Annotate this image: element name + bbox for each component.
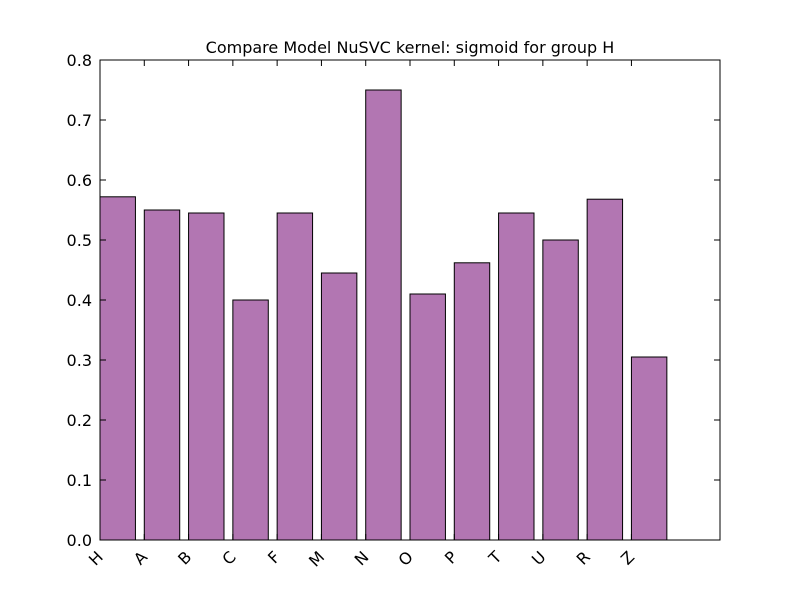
x-tick-label-F: F [264, 547, 284, 567]
bars-layer [99, 89, 668, 541]
x-tick-label-O: O [394, 547, 416, 569]
y-tick-label: 0.6 [67, 171, 92, 190]
y-tick-label: 0.7 [67, 111, 92, 130]
y-tick-label: 0.8 [67, 51, 92, 70]
bar-P [453, 262, 491, 541]
y-tick-label: 0.5 [67, 231, 92, 250]
y-tick-label: 0.1 [67, 471, 92, 490]
y-tick-label: 0.0 [67, 531, 92, 550]
bar-B [188, 212, 225, 541]
x-tick-label-U: U [528, 547, 550, 569]
bar-Z [630, 356, 668, 541]
bar-A [143, 209, 181, 541]
bar-C [232, 299, 269, 541]
y-axis: 0.0 0.1 0.2 0.3 0.4 0.5 0.6 0.7 0.8 [67, 51, 720, 550]
y-tick-label: 0.3 [67, 351, 92, 370]
bar-O [409, 293, 446, 541]
x-tick-label-B: B [174, 547, 195, 568]
bar-M [320, 272, 358, 541]
bar-U [542, 239, 579, 541]
bar-T [498, 212, 535, 541]
x-tick-label-R: R [573, 547, 594, 568]
y-tick-label: 0.4 [67, 291, 92, 310]
x-tick-label-N: N [351, 547, 373, 569]
x-tick-label-P: P [441, 547, 462, 568]
chart-title: Compare Model NuSVC kernel: sigmoid for … [206, 38, 615, 57]
x-tick-label-Z: Z [617, 547, 638, 568]
x-tick-label-H: H [85, 547, 107, 569]
y-tick-label: 0.2 [67, 411, 92, 430]
x-tick-label-A: A [130, 547, 151, 568]
bar-F [276, 212, 314, 541]
plot-frame [99, 59, 721, 541]
bar-H [99, 196, 136, 541]
bar-N [365, 89, 402, 541]
x-tick-label-M: M [305, 547, 328, 570]
x-tick-label-T: T [484, 547, 505, 568]
bar-R [586, 198, 624, 541]
x-tick-label-C: C [218, 547, 239, 568]
